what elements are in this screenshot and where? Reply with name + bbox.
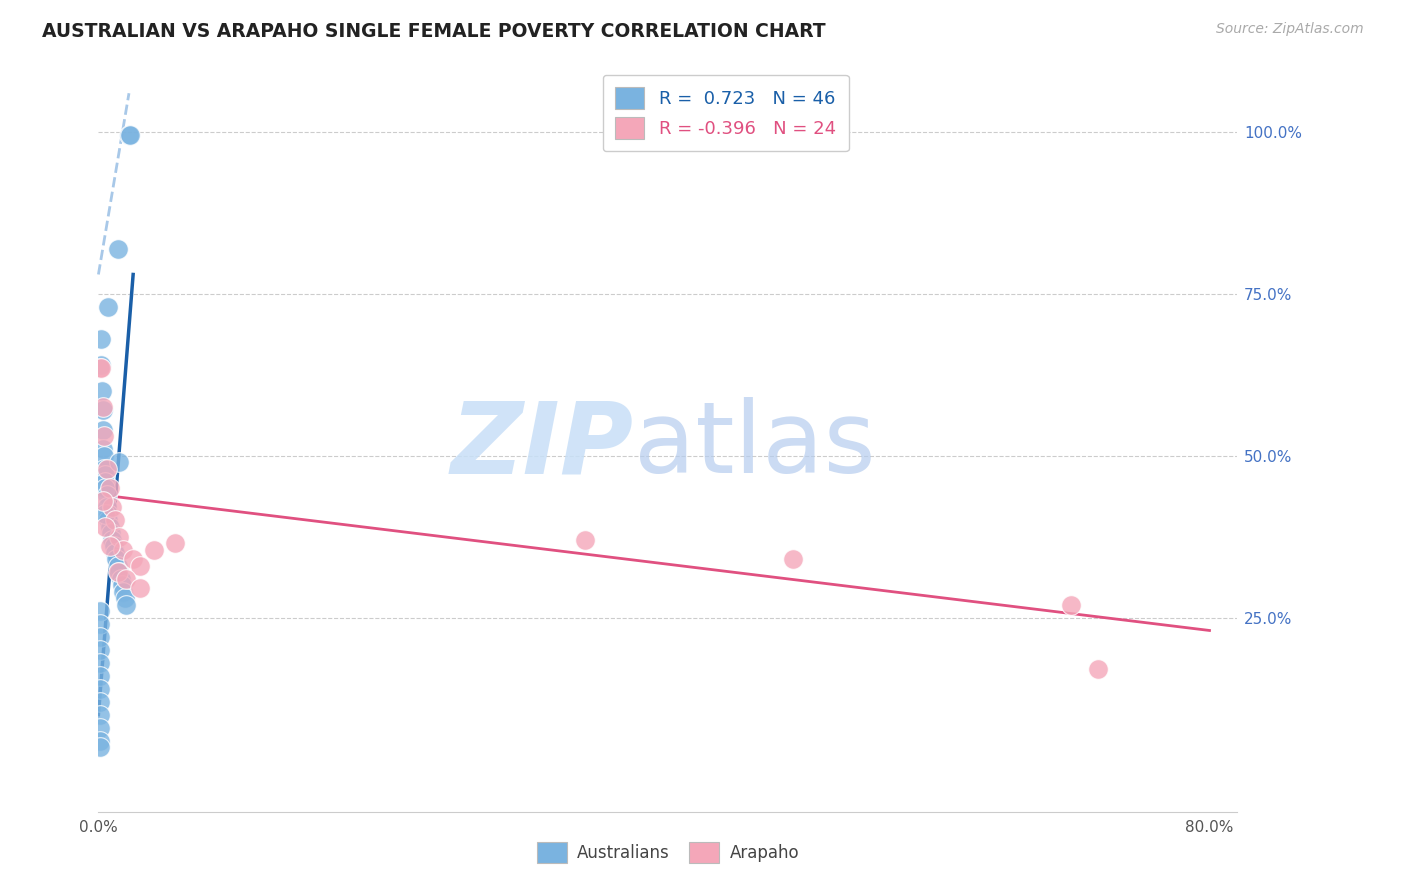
Point	[94, 481, 117, 495]
Point	[129, 582, 152, 596]
Point	[107, 242, 129, 256]
Text: ZIP: ZIP	[451, 398, 634, 494]
Point	[89, 707, 111, 722]
Point	[111, 578, 134, 592]
Point	[93, 429, 115, 443]
Point	[97, 507, 120, 521]
Point	[108, 455, 131, 469]
Point	[1087, 662, 1109, 676]
Point	[91, 442, 114, 457]
Point	[108, 566, 131, 580]
Point	[89, 669, 111, 683]
Point	[90, 384, 112, 398]
Point	[89, 739, 111, 754]
Point	[122, 552, 145, 566]
Text: atlas: atlas	[634, 398, 876, 494]
Point	[163, 536, 186, 550]
Point	[101, 533, 124, 547]
Point	[101, 500, 124, 515]
Point	[93, 449, 115, 463]
Point	[107, 566, 129, 580]
Point	[89, 617, 111, 632]
Point	[129, 558, 152, 573]
Legend: Australians, Arapaho: Australians, Arapaho	[530, 836, 806, 869]
Point	[93, 468, 115, 483]
Point	[89, 733, 111, 747]
Point	[100, 526, 122, 541]
Point	[97, 300, 120, 314]
Text: AUSTRALIAN VS ARAPAHO SINGLE FEMALE POVERTY CORRELATION CHART: AUSTRALIAN VS ARAPAHO SINGLE FEMALE POVE…	[42, 22, 825, 41]
Point	[103, 539, 125, 553]
Point	[91, 400, 114, 414]
Point	[96, 500, 118, 515]
Point	[104, 513, 127, 527]
Point	[115, 598, 138, 612]
Point	[94, 507, 117, 521]
Point	[110, 572, 132, 586]
Point	[91, 423, 114, 437]
Point	[574, 533, 596, 547]
Point	[114, 591, 136, 606]
Point	[143, 542, 166, 557]
Point	[90, 358, 112, 372]
Point	[108, 530, 131, 544]
Point	[90, 361, 112, 376]
Point	[98, 481, 121, 495]
Point	[91, 403, 114, 417]
Point	[98, 539, 121, 553]
Point	[89, 332, 111, 346]
Point	[89, 681, 111, 696]
Point	[94, 520, 117, 534]
Point	[98, 520, 121, 534]
Point	[120, 128, 142, 143]
Point	[115, 572, 138, 586]
Point	[104, 546, 127, 560]
Point	[89, 630, 111, 644]
Point	[89, 695, 111, 709]
Point	[94, 475, 117, 489]
Point	[118, 128, 141, 143]
Point	[97, 513, 120, 527]
Point	[105, 552, 128, 566]
Point	[89, 361, 111, 376]
Text: Source: ZipAtlas.com: Source: ZipAtlas.com	[1216, 22, 1364, 37]
Point	[112, 542, 135, 557]
Point	[93, 461, 115, 475]
Point	[96, 461, 118, 475]
Point	[1059, 598, 1081, 612]
Point	[91, 494, 114, 508]
Point	[89, 604, 111, 618]
Point	[112, 584, 135, 599]
Point	[89, 721, 111, 735]
Point	[107, 558, 129, 573]
Point	[89, 656, 111, 670]
Point	[782, 552, 804, 566]
Point	[96, 487, 118, 501]
Point	[89, 643, 111, 657]
